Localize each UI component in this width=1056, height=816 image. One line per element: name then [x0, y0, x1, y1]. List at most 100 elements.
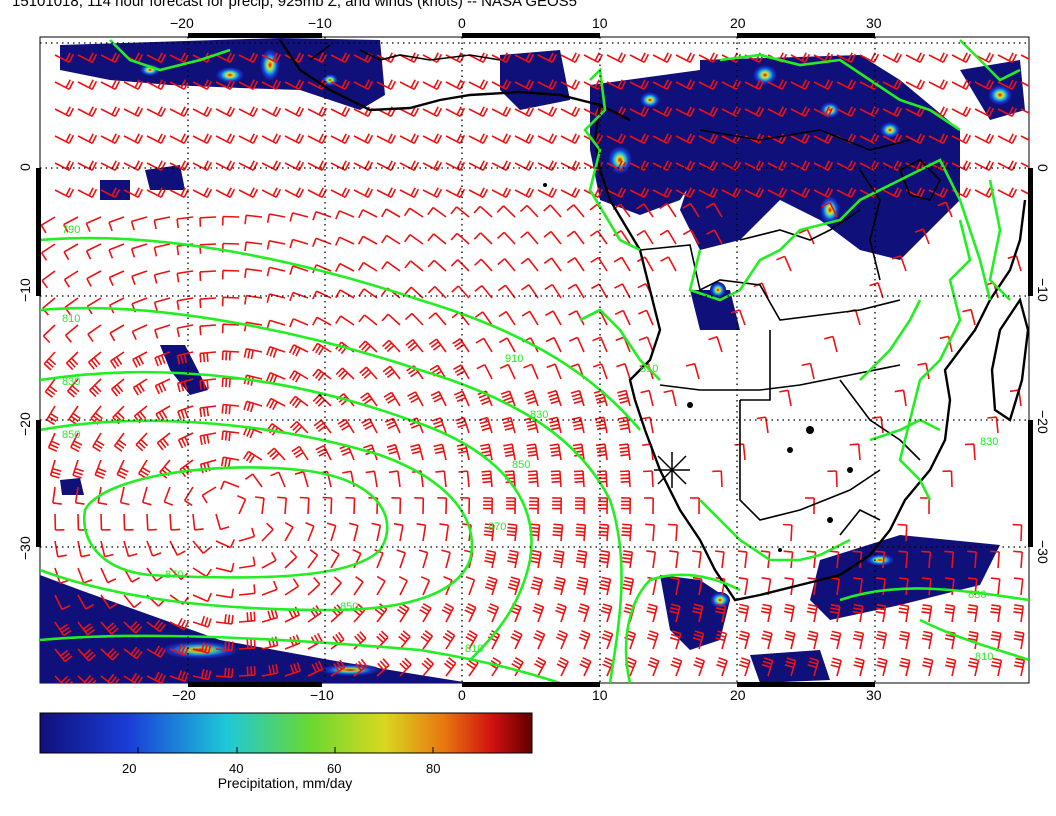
- wind-barb: [715, 603, 727, 623]
- wind-barb: [550, 470, 562, 488]
- wind-barb: [89, 378, 102, 398]
- wind-barb: [613, 256, 631, 272]
- wind-barb: [546, 363, 562, 380]
- lat-tick-label: 0: [1035, 164, 1051, 172]
- wind-barb: [659, 202, 677, 218]
- wind-barb: [399, 187, 420, 199]
- wind-barb: [220, 456, 240, 468]
- wind-barb: [602, 657, 615, 677]
- wind-barb: [537, 106, 558, 118]
- wind-barb: [176, 324, 194, 338]
- wind-barb: [944, 604, 956, 623]
- wind-barb: [643, 470, 654, 488]
- wind-barb: [153, 243, 171, 257]
- wind-barb: [813, 106, 834, 118]
- wind-barb: [428, 338, 447, 353]
- wind-barb: [997, 160, 1018, 172]
- wind-barb: [801, 362, 815, 380]
- wind-barb: [675, 52, 696, 64]
- wind-barb: [46, 405, 59, 426]
- wind-barb: [63, 243, 79, 261]
- wind-barb: [100, 133, 121, 145]
- wind-barb: [421, 657, 435, 677]
- wind-barb: [767, 133, 788, 145]
- wind-barb: [238, 611, 256, 623]
- wind-barb: [183, 486, 194, 507]
- wind-barb: [675, 187, 696, 199]
- contour-label: 830: [980, 436, 998, 448]
- wind-barb: [601, 630, 614, 650]
- wind-barb: [1013, 657, 1026, 677]
- wind-barb: [598, 523, 610, 542]
- wind-barb: [384, 417, 401, 434]
- wind-barb: [782, 523, 793, 542]
- wind-barb: [169, 187, 190, 199]
- wind-barb: [339, 444, 355, 461]
- wind-barb: [406, 365, 424, 380]
- wind-barb: [491, 52, 512, 64]
- wind-barb: [313, 419, 332, 434]
- west-africa-coast: [279, 39, 631, 122]
- wind-barb: [266, 213, 286, 223]
- wind-barb: [698, 106, 719, 118]
- wind-barb: [90, 405, 103, 425]
- wind-barb: [921, 550, 932, 569]
- wind-barb: [123, 540, 138, 558]
- wind-barb: [568, 310, 585, 326]
- wind-barb: [967, 630, 979, 650]
- wind-barb: [422, 106, 443, 118]
- wind-barb: [537, 133, 558, 145]
- wind-barb: [163, 486, 173, 506]
- wind-barb: [192, 616, 212, 628]
- madagascar-coast: [990, 297, 1029, 422]
- wind-barb: [429, 364, 447, 380]
- wind-barb: [284, 634, 301, 650]
- wind-barb: [349, 522, 359, 542]
- wind-barb: [123, 621, 143, 634]
- wind-barb: [514, 160, 535, 172]
- wind-barb: [108, 243, 125, 259]
- wind-barb: [905, 52, 926, 64]
- wind-barb: [577, 603, 590, 623]
- wind-barb: [153, 270, 171, 284]
- wind-barb: [1013, 577, 1024, 596]
- wind-barb: [116, 459, 129, 480]
- wind-barb: [312, 342, 332, 356]
- wind-barb: [570, 389, 585, 407]
- wind-barb: [54, 79, 75, 91]
- wind-barb: [767, 160, 788, 172]
- wind-barb: [243, 348, 263, 360]
- wind-barb: [836, 187, 857, 199]
- wind-barb: [922, 657, 934, 677]
- wind-barb: [376, 79, 397, 91]
- wind-barb: [138, 459, 151, 479]
- wind-barb: [790, 106, 811, 118]
- wind-barb: [322, 496, 333, 515]
- wind-barb: [734, 443, 746, 461]
- wind-barb: [192, 642, 212, 654]
- wind-barb: [675, 133, 696, 145]
- wind-barb: [311, 290, 332, 300]
- contour-label: 810: [975, 651, 993, 663]
- wind-barb: [629, 133, 650, 145]
- wind-barb: [132, 351, 148, 368]
- wind-barb: [670, 576, 680, 596]
- wind-barb: [192, 567, 212, 578]
- wind-barb: [827, 470, 838, 488]
- lon-tick-label: 10: [592, 15, 608, 31]
- contour-label: 810: [62, 313, 80, 325]
- wind-barb: [154, 378, 171, 395]
- wind-barb: [624, 630, 637, 650]
- wind-barb: [123, 594, 142, 609]
- wind-barb: [875, 603, 887, 623]
- wind-barb: [566, 204, 585, 218]
- wind-barb: [238, 79, 259, 91]
- wind-barb: [776, 255, 792, 272]
- wind-barb: [821, 201, 838, 218]
- wind-barb: [813, 160, 834, 172]
- wind-barb: [215, 667, 234, 679]
- wind-barb: [594, 416, 608, 434]
- wind-barb: [236, 494, 247, 515]
- wind-barb: [330, 659, 346, 677]
- wind-barb: [77, 648, 96, 662]
